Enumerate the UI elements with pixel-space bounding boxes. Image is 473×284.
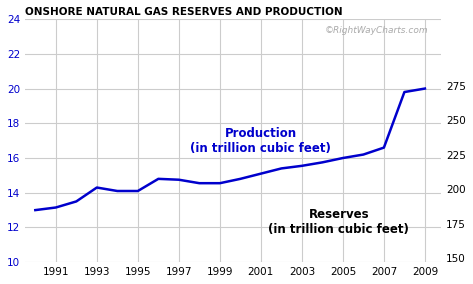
Text: ONSHORE NATURAL GAS RESERVES AND PRODUCTION: ONSHORE NATURAL GAS RESERVES AND PRODUCT… — [25, 7, 342, 17]
Text: ©RightWayCharts.com: ©RightWayCharts.com — [325, 26, 429, 36]
Text: Reserves
(in trillion cubic feet): Reserves (in trillion cubic feet) — [268, 208, 409, 236]
Text: Production
(in trillion cubic feet): Production (in trillion cubic feet) — [191, 127, 331, 155]
